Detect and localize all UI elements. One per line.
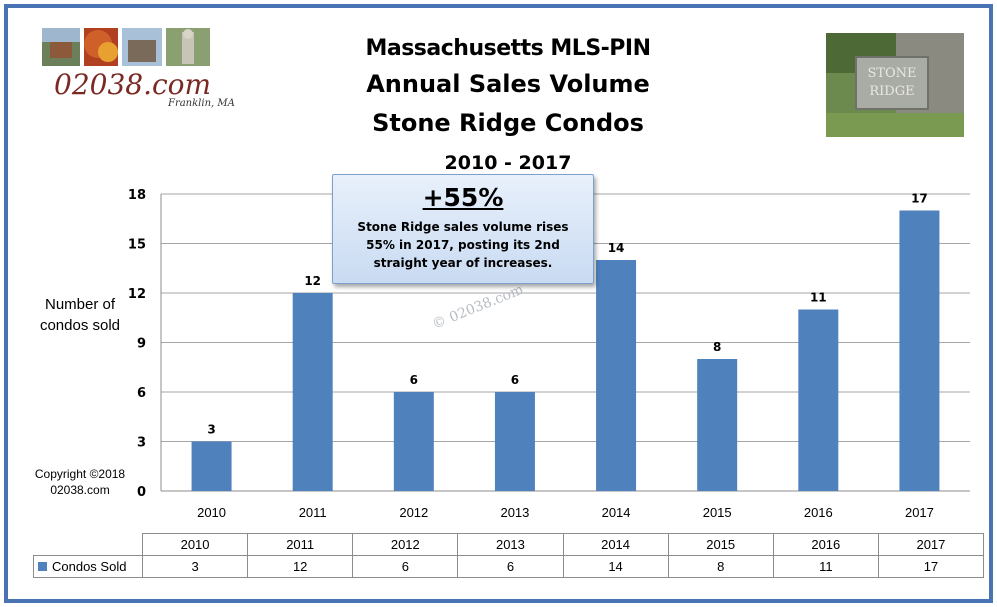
data-label: 11 — [810, 291, 827, 305]
x-tick-label: 2014 — [602, 505, 631, 520]
data-table-header-cell: 2017 — [877, 533, 985, 556]
data-table-header-row: 2010 2011 2012 2013 2014 2015 2016 2017 — [34, 533, 985, 556]
x-tick-label: 2011 — [299, 505, 327, 520]
bar — [191, 441, 232, 491]
data-label: 14 — [608, 241, 625, 255]
data-table-row-header: Condos Sold — [33, 555, 143, 578]
copyright-line-2: 02038.com — [50, 483, 110, 497]
y-tick-label: 15 — [128, 238, 146, 253]
bar — [697, 359, 738, 491]
data-table-cell: 11 — [772, 555, 879, 578]
bars — [191, 210, 940, 491]
data-label: 8 — [713, 340, 721, 354]
data-table-cell: 17 — [877, 555, 985, 578]
copyright-notice: Copyright ©2018 02038.com — [24, 466, 136, 498]
legend-swatch — [38, 562, 47, 571]
chart-subtitle-years: 2010 - 2017 — [444, 152, 572, 174]
callout-text: Stone Ridge sales volume rises 55% in 20… — [357, 220, 569, 270]
chart-title-line-3: Stone Ridge Condos — [372, 109, 644, 137]
data-table-header-cell: 2012 — [352, 533, 459, 556]
bar — [596, 260, 637, 491]
logo — [36, 24, 226, 114]
bar — [292, 293, 333, 491]
data-label: 6 — [410, 373, 418, 387]
x-tick-label: 2010 — [197, 505, 226, 520]
x-tick-label: 2012 — [399, 505, 428, 520]
y-tick-label: 0 — [137, 485, 146, 500]
bar — [899, 210, 940, 491]
x-tick-label: 2016 — [804, 505, 833, 520]
sign-line-1: STONE — [867, 66, 916, 81]
data-table-header-cell: 2011 — [247, 533, 354, 556]
callout-headline: +55% — [422, 183, 504, 212]
data-table-cell: 8 — [667, 555, 774, 578]
data-table-header-cell: 2013 — [457, 533, 564, 556]
data-table-cell: 3 — [141, 555, 249, 578]
y-axis-label: Number of condos sold — [39, 296, 121, 334]
x-tick-label: 2013 — [500, 505, 529, 520]
data-table-corner — [34, 534, 143, 556]
data-table-header-cell: 2010 — [141, 533, 249, 556]
logo-photo-strip — [42, 28, 210, 66]
data-label: 17 — [911, 192, 928, 206]
data-label: 3 — [207, 423, 215, 437]
y-tick-label: 9 — [137, 337, 146, 352]
logo-subtext: Franklin, MA — [168, 98, 235, 109]
chart-frame: 02038.com Franklin, MA Massachusetts MLS… — [4, 4, 993, 603]
bar — [798, 309, 839, 491]
chart-title-line-2: Annual Sales Volume — [366, 70, 650, 98]
x-axis-ticks: 2010 2011 2012 2013 2014 2015 2016 2017 — [197, 505, 934, 520]
y-axis-ticks: 0 3 6 9 12 15 18 — [128, 188, 146, 500]
data-table-cell: 6 — [352, 555, 459, 578]
chart-title-line-1: Massachusetts MLS-PIN — [365, 36, 651, 61]
data-table-cell: 12 — [247, 555, 354, 578]
legend-label: Condos Sold — [52, 559, 127, 574]
callout-box: +55% Stone Ridge sales volume rises 55% … — [332, 174, 594, 284]
data-table-header-cell: 2015 — [667, 533, 774, 556]
copyright-line-1: Copyright ©2018 — [34, 467, 126, 481]
x-tick-label: 2017 — [905, 505, 934, 520]
data-table-cell: 6 — [457, 555, 564, 578]
y-tick-label: 3 — [137, 436, 146, 451]
data-label: 6 — [511, 373, 519, 387]
bar — [494, 392, 535, 491]
x-tick-label: 2015 — [703, 505, 732, 520]
data-label: 12 — [304, 274, 321, 288]
data-table-header-cell: 2016 — [772, 533, 879, 556]
y-tick-label: 12 — [128, 287, 146, 302]
bar — [393, 392, 434, 491]
data-table-row: Condos Sold 3 12 6 6 14 8 11 17 — [33, 555, 985, 578]
y-tick-label: 6 — [137, 386, 146, 401]
sign-line-2: RIDGE — [869, 84, 914, 99]
data-table-header-cell: 2014 — [562, 533, 669, 556]
data-table-cell: 14 — [562, 555, 669, 578]
y-tick-label: 18 — [128, 188, 146, 203]
stone-ridge-sign-photo: STONE RIDGE — [826, 33, 964, 137]
data-table: 2010 2011 2012 2013 2014 2015 2016 2017 Condos … — [33, 533, 985, 578]
data-labels: 3 12 6 6 14 8 11 17 — [207, 192, 927, 437]
logo-text: 02038.com — [54, 68, 212, 101]
